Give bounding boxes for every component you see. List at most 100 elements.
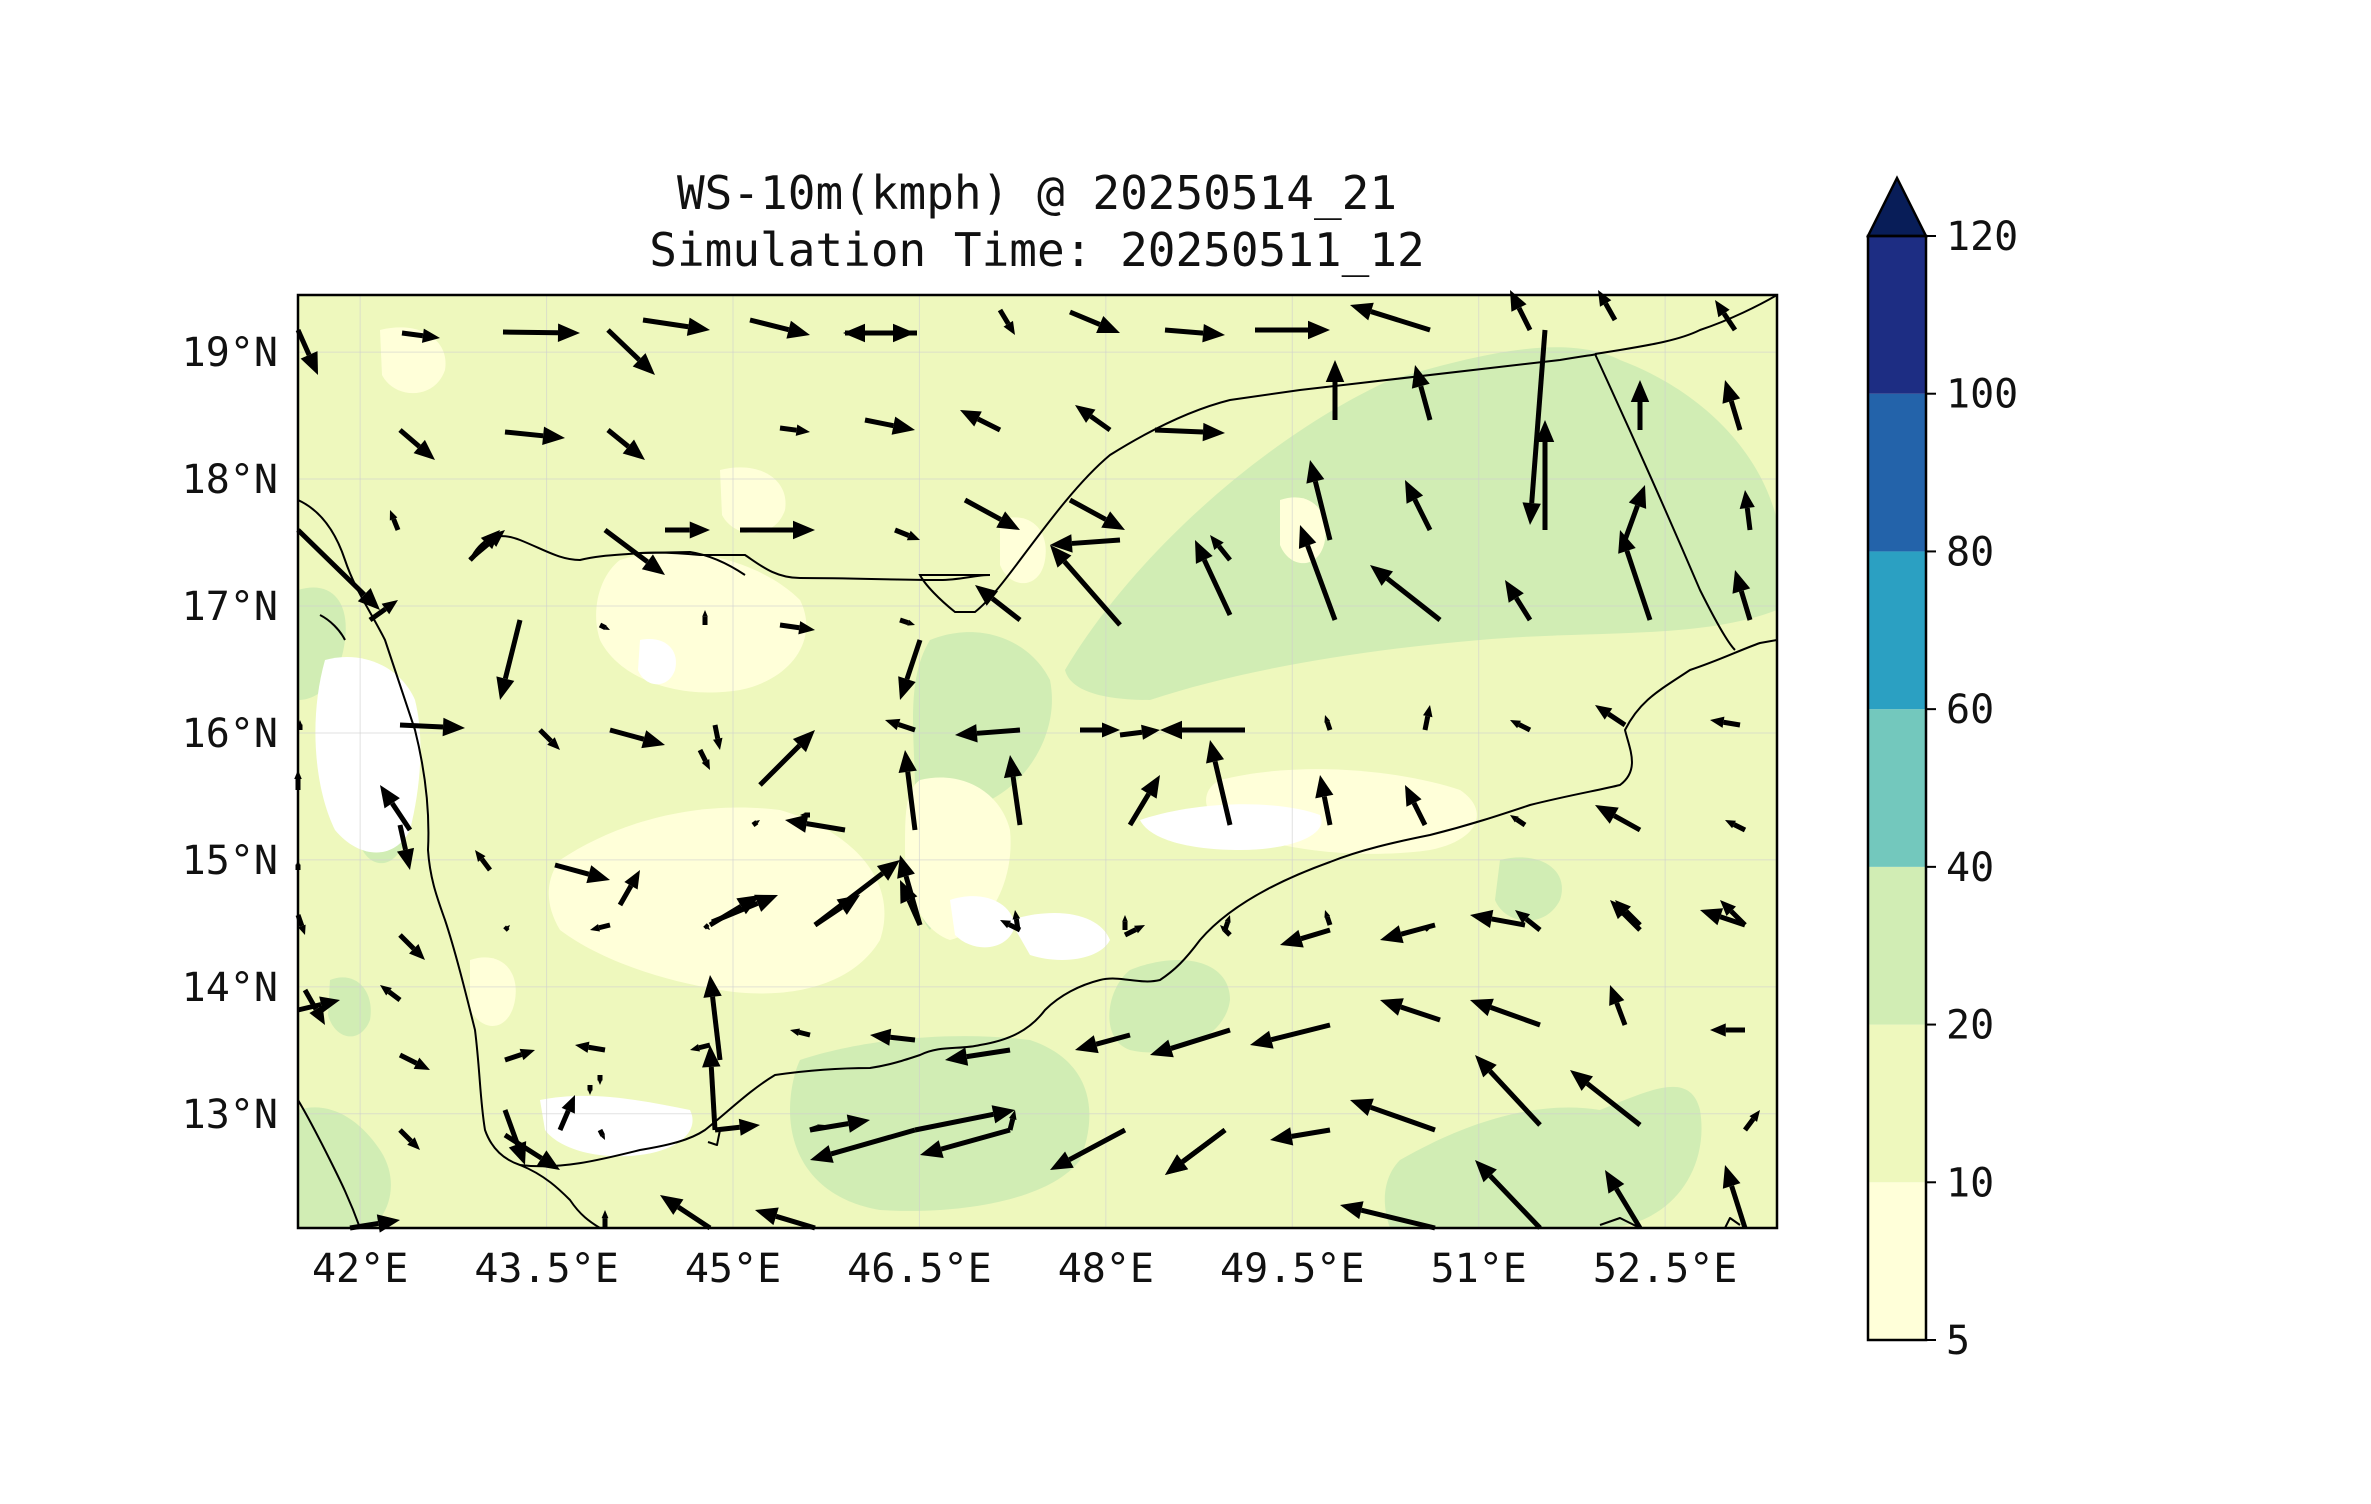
wind-vector-arrow [1570, 1070, 1642, 1127]
wind-vector-arrow [779, 424, 810, 436]
wind-vector-arrow [997, 308, 1015, 335]
wind-vector-arrow [1122, 915, 1128, 930]
lon-tick-label: 46.5°E [847, 1246, 992, 1292]
wind-vector-arrow [894, 527, 920, 541]
wind-vector-arrow [1505, 580, 1533, 622]
wind-vector-arrow [702, 1045, 721, 1131]
wind-vector-arrow [1722, 1165, 1748, 1229]
wind-vector-arrow [1324, 715, 1333, 731]
wind-vector-arrow [1700, 908, 1746, 928]
wind-vector-arrow [1715, 300, 1738, 332]
wind-vector-arrow [1068, 497, 1125, 530]
wind-vector-arrow [295, 328, 318, 375]
lon-tick-label: 45°E [685, 1246, 781, 1292]
lon-tick-label: 52.5°E [1593, 1246, 1738, 1292]
wind-vector-arrow [1609, 985, 1628, 1026]
wind-vector-arrow [1150, 1027, 1231, 1058]
wind-vector-arrow [1610, 900, 1642, 932]
wind-vector-arrow [740, 520, 815, 540]
wind-vector-arrow [1315, 775, 1334, 826]
latitude-axis: 19°N 18°N 17°N 16°N 15°N 14°N 13°N [182, 330, 278, 1138]
colorbar-segment [1868, 709, 1926, 867]
wind-vector-arrow [1595, 705, 1627, 728]
colorbar-tick-label: 40 [1946, 845, 1994, 891]
wind-vector-arrow [503, 925, 510, 932]
wind-vector-arrow [1075, 405, 1112, 433]
wind-vector-arrow [703, 975, 723, 1061]
wind-vector-arrow [396, 824, 415, 870]
colorbar-segment [1868, 393, 1926, 552]
wind-vector-arrow [755, 1207, 816, 1231]
wind-vector-arrow [1195, 540, 1233, 617]
wind-vector-arrow [899, 617, 915, 626]
wind-vector-arrow [1165, 1128, 1227, 1175]
wind-vector-arrow [1380, 922, 1436, 944]
wind-vector-arrow [504, 1048, 535, 1063]
wind-vector-arrow [870, 1028, 916, 1046]
wind-vector-arrow [1470, 909, 1526, 929]
wind-vector-arrow [473, 530, 505, 557]
wind-vector-arrow [1370, 565, 1442, 622]
wind-vector-arrow [1298, 525, 1338, 621]
wind-vector-arrow [538, 728, 560, 750]
colorbar-tick-label: 80 [1946, 529, 1994, 575]
wind-vector-arrow [598, 622, 610, 630]
wind-vector-arrow [503, 1132, 560, 1170]
wind-vector-arrow [504, 426, 565, 446]
wind-vector-arrow [603, 527, 665, 575]
wind-vector-arrow [1340, 1201, 1436, 1231]
colorbar: 5 10 20 40 60 80 100 120 [1865, 175, 2018, 1364]
wind-vector-arrow [1119, 724, 1160, 740]
wind-vector-arrow [1220, 925, 1232, 937]
wind-vector-arrow [398, 1052, 430, 1070]
wind-vector-arrow [1722, 380, 1743, 431]
wind-vector-arrow [302, 988, 325, 1025]
wind-vector-arrow [1350, 1098, 1436, 1133]
map-frame [296, 293, 1779, 1230]
colorbar-segment [1868, 236, 1926, 394]
wind-vector-arrow [660, 1195, 712, 1231]
wind-vector-arrow [809, 1114, 870, 1133]
wind-vector-arrow [779, 621, 815, 635]
wind-vector-arrow [601, 1210, 609, 1228]
wind-vector-arrow [898, 639, 923, 700]
wind-vector-arrow [1306, 460, 1333, 541]
colorbar-tick-label: 60 [1946, 687, 1994, 733]
wind-vector-arrow [1725, 820, 1747, 833]
wind-vector-arrow [1270, 1127, 1331, 1146]
wind-vector-arrow [1470, 998, 1541, 1028]
wind-vector-arrow [703, 923, 710, 930]
wind-vector-arrow [399, 717, 465, 737]
wind-vector-arrow [617, 870, 640, 907]
wind-vector-arrow [697, 748, 710, 770]
wind-vector-arrow [590, 922, 611, 932]
wind-vector-arrow [963, 497, 1020, 530]
wind-vector-arrow [690, 1042, 711, 1052]
wind-vector-arrow [898, 750, 918, 831]
wind-vector-arrow [1164, 323, 1225, 343]
wind-vector-arrow [1510, 815, 1527, 828]
wind-vector-arrow [1324, 910, 1333, 926]
wind-vector-arrow [665, 521, 710, 539]
colorbar-segment [1868, 551, 1926, 710]
lon-tick-label: 49.5°E [1220, 1246, 1365, 1292]
wind-vector-arrow [1405, 480, 1433, 532]
wind-vector-arrow [1069, 309, 1120, 333]
wind-vector-arrow [1080, 722, 1120, 738]
wind-vector-arrow [1522, 329, 1548, 525]
wind-vector-arrow [606, 428, 645, 460]
wind-vector-arrow [1160, 720, 1245, 740]
lat-tick-label: 15°N [182, 838, 278, 884]
wind-vector-arrow [554, 862, 610, 884]
wind-vector-arrow [1595, 805, 1642, 833]
wind-vector-arrow [1622, 485, 1647, 541]
wind-vector-arrow [1618, 530, 1653, 621]
wind-vector-arrow [1250, 1022, 1331, 1049]
wind-vector-arrow [790, 1028, 811, 1038]
wind-vector-arrow [575, 1041, 606, 1053]
map-panel: 42°E 43.5°E 45°E 46.5°E 48°E 49.5°E 51°E 52.5°E… [182, 290, 1779, 1292]
longitude-axis: 42°E 43.5°E 45°E 46.5°E 48°E 49.5°E 51°E 52.5°E [312, 1246, 1737, 1292]
wind-vector-arrow [297, 996, 340, 1013]
wind-vector-arrow [1411, 365, 1433, 421]
colorbar-frame [1866, 234, 1928, 1342]
